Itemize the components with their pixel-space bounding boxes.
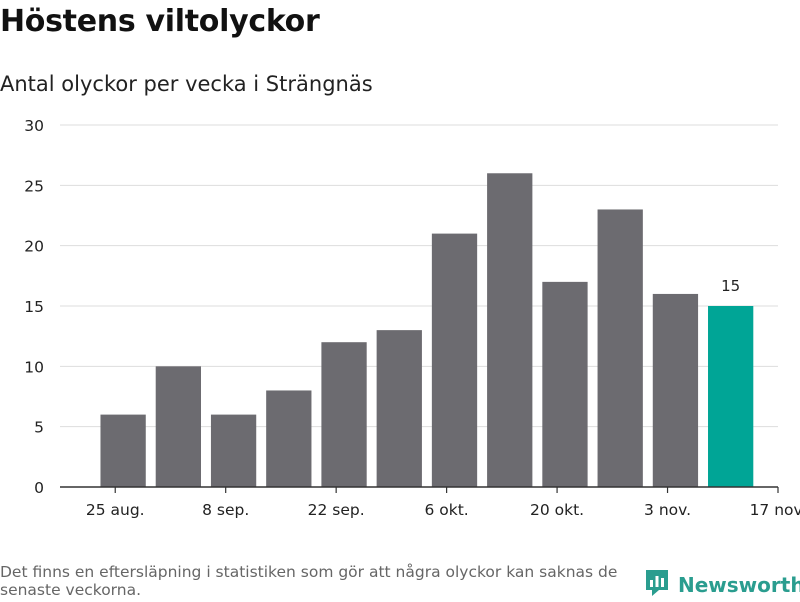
x-tick-label: 6 okt. xyxy=(424,501,468,519)
brand[interactable]: Newsworthy xyxy=(644,570,800,600)
bar xyxy=(487,173,533,487)
y-tick-label: 20 xyxy=(24,238,44,256)
bar xyxy=(210,414,257,487)
x-tick-label: 20 okt. xyxy=(530,501,584,519)
y-tick-label: 0 xyxy=(34,479,44,497)
bar xyxy=(542,281,588,487)
bar xyxy=(708,306,754,487)
bar xyxy=(431,233,478,487)
bar xyxy=(100,414,146,487)
bar xyxy=(597,209,643,487)
y-tick-label: 10 xyxy=(24,358,44,376)
y-tick-label: 30 xyxy=(24,117,44,135)
x-tick-label: 17 nov. xyxy=(750,501,800,519)
data-label: 15 xyxy=(721,277,740,295)
x-tick-label: 22 sep. xyxy=(308,501,365,519)
bar xyxy=(266,390,312,487)
chart-title: Höstens viltolyckor xyxy=(0,4,320,39)
x-tick-label: 3 nov. xyxy=(644,501,691,519)
bar xyxy=(652,293,699,487)
y-tick-label: 25 xyxy=(24,177,44,195)
chart-subtitle: Antal olyckor per vecka i Strängnäs xyxy=(0,72,373,96)
footnote: Det finns en eftersläpning i statistiken… xyxy=(0,563,618,599)
bar-chart: 0 5 10 15 20 25 30 15 25 aug. 8 sep. 22 sep. 6 okt.… xyxy=(24,117,800,519)
y-tick-label: 15 xyxy=(24,298,44,316)
brand-name: Newsworthy xyxy=(678,573,800,597)
newsworthy-logo-icon xyxy=(644,568,670,602)
x-tick-label: 25 aug. xyxy=(86,501,145,519)
bar xyxy=(321,342,367,487)
bar xyxy=(376,330,422,487)
x-tick-label: 8 sep. xyxy=(202,501,249,519)
y-tick-label: 5 xyxy=(34,419,44,437)
bar xyxy=(155,366,201,487)
